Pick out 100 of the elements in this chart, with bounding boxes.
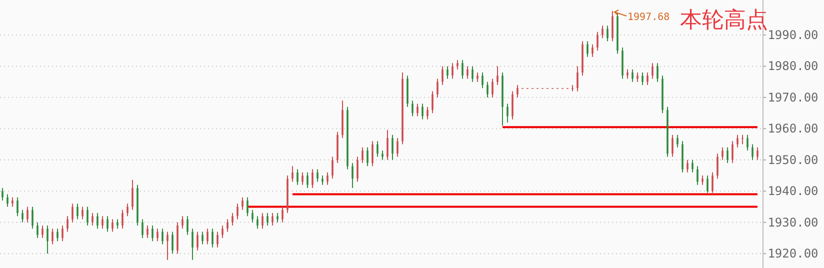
candlestick	[112, 218, 114, 232]
candlestick	[412, 100, 414, 117]
candlestick	[732, 140, 734, 164]
candlestick	[236, 203, 238, 220]
candlestick	[646, 72, 648, 86]
candlestick	[386, 129, 388, 160]
candlestick	[632, 68, 634, 82]
candlestick	[472, 66, 474, 82]
candlestick	[746, 134, 748, 152]
candlestick	[692, 159, 694, 173]
candlestick	[56, 228, 58, 242]
candlestick	[2, 188, 4, 202]
candlestick	[156, 228, 158, 242]
candlestick	[252, 209, 254, 223]
candlestick	[476, 72, 478, 82]
y-tick-label: 1940.00	[768, 184, 818, 198]
y-tick-label: 1920.00	[768, 246, 818, 261]
candlestick	[82, 206, 84, 220]
candlestick	[656, 62, 658, 82]
candlestick	[352, 162, 354, 189]
candlestick	[292, 166, 294, 182]
candlestick	[106, 216, 108, 232]
candlestick	[696, 166, 698, 186]
candlestick	[736, 134, 738, 148]
candlestick	[606, 25, 608, 42]
candlestick	[12, 196, 14, 208]
candlestick	[686, 159, 688, 173]
candlestick	[712, 172, 714, 194]
candlestick	[146, 225, 148, 239]
annotation: 本轮高点	[680, 8, 768, 33]
candlestick	[636, 72, 638, 82]
candlestick	[326, 172, 328, 186]
y-tick-label: 1960.00	[768, 122, 818, 136]
candlestick	[316, 168, 318, 182]
candlestick	[272, 212, 274, 226]
candlestick	[512, 90, 514, 120]
candlestick	[6, 194, 8, 208]
candlestick	[722, 146, 724, 160]
candlestick	[392, 134, 394, 160]
y-tick-label: 1930.00	[768, 215, 818, 230]
candlestick	[576, 66, 578, 92]
candlestick	[602, 25, 604, 39]
candlestick	[72, 203, 74, 223]
candlestick	[222, 225, 224, 239]
y-tick-label: 1970.00	[768, 90, 818, 104]
candlestick	[172, 231, 174, 254]
candlestick	[462, 59, 464, 80]
candlestick	[452, 62, 454, 80]
candlestick	[382, 150, 384, 160]
candlestick	[192, 228, 194, 260]
candlestick	[482, 72, 484, 89]
candlestick	[332, 156, 334, 180]
candlestick	[52, 228, 54, 245]
candlestick	[36, 222, 38, 239]
candlestick	[516, 84, 518, 98]
candlestick	[716, 153, 718, 180]
candlestick	[676, 134, 678, 148]
candlestick	[152, 225, 154, 242]
candlestick	[186, 216, 188, 236]
candlestick	[426, 106, 428, 120]
candlestick	[296, 168, 298, 186]
candlestick	[92, 212, 94, 226]
candlestick	[126, 203, 128, 217]
candlestick	[42, 225, 44, 239]
candlestick	[626, 68, 628, 80]
candlestick	[302, 172, 304, 186]
candlestick	[256, 216, 258, 230]
candlestick	[492, 78, 494, 98]
candlestick	[366, 146, 368, 167]
candlestick	[206, 228, 208, 245]
candlestick	[212, 228, 214, 248]
candlestick	[592, 44, 594, 58]
candlestick	[706, 175, 708, 194]
candlestick	[216, 231, 218, 248]
candlestick	[432, 90, 434, 114]
candlestick	[262, 212, 264, 230]
candlestick	[642, 72, 644, 86]
y-tick-label: 1980.00	[768, 59, 818, 74]
candlestick	[22, 209, 24, 223]
candlestick	[422, 103, 424, 120]
candlestick	[362, 146, 364, 164]
candlestick	[76, 203, 78, 220]
candlestick	[182, 216, 184, 230]
candlestick	[142, 218, 144, 239]
candlestick	[376, 140, 378, 158]
candlestick	[356, 156, 358, 182]
candlestick	[726, 146, 728, 164]
candlestick	[282, 206, 284, 223]
y-tick-label: 1990.00	[768, 28, 818, 42]
candlestick	[496, 66, 498, 86]
candlestick	[242, 196, 244, 210]
candlestick	[752, 144, 754, 160]
candlestick	[226, 218, 228, 232]
candlestick	[372, 140, 374, 167]
candlestick	[672, 134, 674, 158]
candlestick	[86, 206, 88, 226]
candlestick	[612, 10, 614, 42]
candlestick	[32, 206, 34, 230]
candlestick	[16, 196, 18, 217]
candlestick	[246, 196, 248, 217]
